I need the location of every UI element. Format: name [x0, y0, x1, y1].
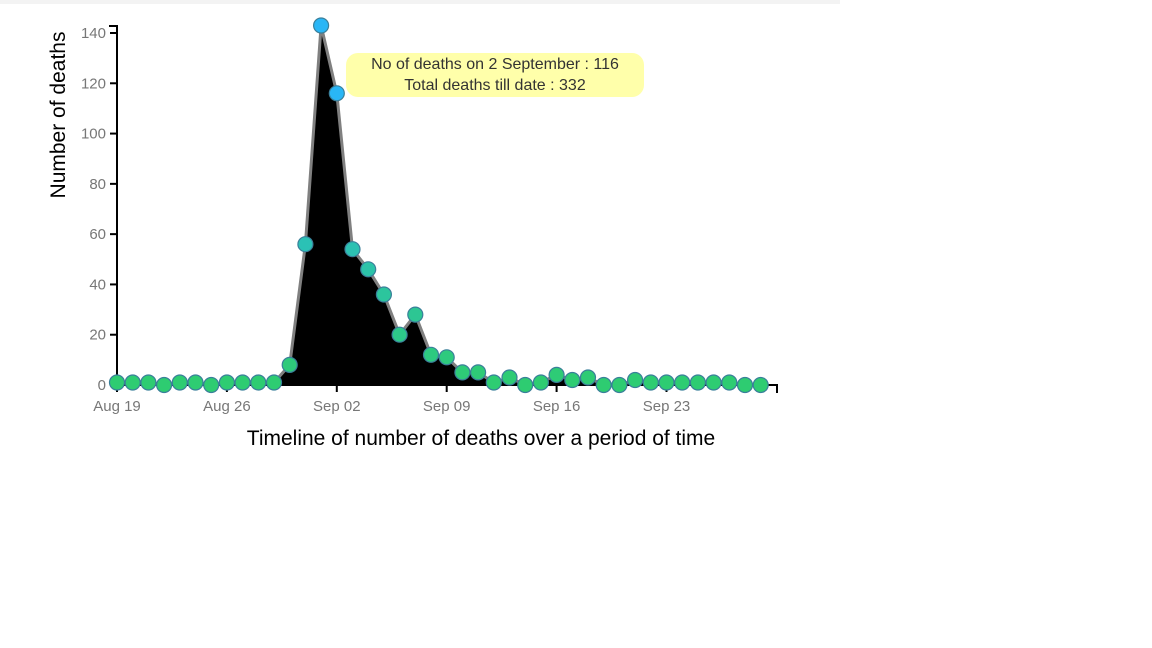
data-point[interactable] [564, 371, 581, 389]
data-point[interactable] [658, 374, 675, 391]
data-point[interactable] [297, 236, 314, 253]
data-point[interactable] [595, 376, 612, 394]
data-point[interactable] [218, 374, 235, 391]
data-point[interactable] [626, 371, 644, 389]
data-point[interactable] [171, 374, 188, 391]
y-tick-label-140: 140 [81, 25, 106, 42]
y-axis-line [109, 25, 118, 385]
data-point[interactable] [108, 374, 126, 391]
data-point[interactable] [689, 374, 707, 391]
data-point[interactable] [140, 374, 157, 391]
y-tick-label-20: 20 [89, 327, 106, 344]
x-tick-label-aug-26: Aug 26 [203, 398, 251, 415]
y-tick-label-40: 40 [89, 276, 106, 293]
data-point[interactable] [705, 374, 722, 391]
y-tick-label-100: 100 [81, 126, 106, 143]
data-point[interactable] [360, 261, 377, 278]
x-tick-label-sep-02: Sep 02 [313, 398, 361, 415]
data-point[interactable] [485, 374, 502, 391]
data-point[interactable] [674, 374, 691, 391]
data-point[interactable] [391, 326, 408, 343]
data-point[interactable] [721, 374, 738, 391]
data-point[interactable] [470, 364, 487, 381]
y-axis-title: Number of deaths [47, 32, 70, 199]
data-point[interactable] [344, 241, 361, 258]
data-point[interactable] [187, 374, 204, 391]
data-point[interactable] [281, 356, 298, 373]
data-point[interactable] [611, 376, 628, 394]
points-layer [108, 17, 769, 394]
data-point[interactable] [124, 374, 141, 391]
x-axis-title: Timeline of number of deaths over a peri… [247, 427, 715, 450]
top-border-strip [0, 0, 840, 4]
data-point[interactable] [752, 376, 769, 394]
data-point[interactable] [328, 85, 345, 102]
y-tick-label-80: 80 [89, 176, 106, 193]
x-tick-label-aug-19: Aug 19 [93, 398, 141, 415]
y-tick-label-120: 120 [81, 75, 106, 92]
data-point[interactable] [234, 374, 251, 391]
data-point[interactable] [454, 364, 471, 381]
y-tick-label-0: 0 [98, 377, 106, 394]
data-point[interactable] [532, 374, 550, 391]
data-point[interactable] [250, 374, 267, 391]
x-tick-label-sep-23: Sep 23 [643, 398, 691, 415]
data-point[interactable] [736, 376, 754, 394]
tooltip-line-1: No of deaths on 2 September : 116 [371, 56, 619, 73]
tooltip-line-2: Total deaths till date : 332 [404, 77, 586, 94]
data-point[interactable] [313, 17, 330, 34]
data-point[interactable] [265, 374, 283, 391]
x-tick-label-sep-16: Sep 16 [533, 398, 581, 415]
data-point[interactable] [642, 374, 659, 391]
data-point[interactable] [579, 369, 597, 386]
y-tick-label-60: 60 [89, 226, 106, 243]
data-point[interactable] [203, 376, 220, 394]
data-tooltip: No of deaths on 2 September : 116 Total … [346, 53, 644, 97]
data-point[interactable] [375, 286, 392, 303]
data-point[interactable] [548, 366, 565, 383]
axes-layer: 0 20 40 60 80 100 120 140 Aug 19 Aug 26 Sep 02 Sep … [81, 25, 778, 415]
x-tick-label-sep-09: Sep 09 [423, 398, 471, 415]
data-point[interactable] [501, 369, 518, 386]
data-point[interactable] [438, 349, 455, 366]
data-point[interactable] [422, 346, 440, 363]
data-point[interactable] [156, 376, 173, 394]
data-point[interactable] [517, 376, 534, 394]
data-point[interactable] [407, 306, 424, 323]
